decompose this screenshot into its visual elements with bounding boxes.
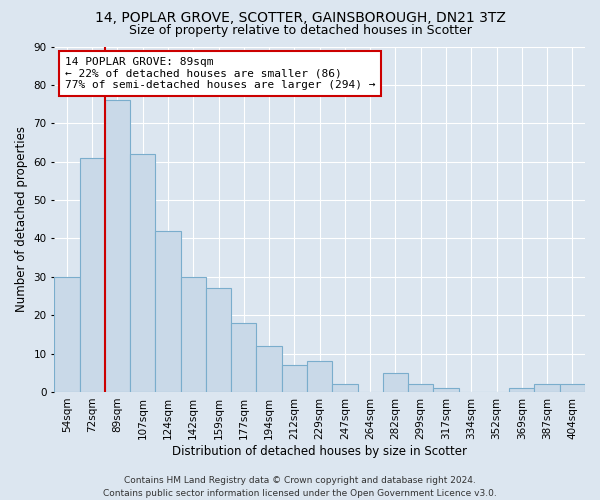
Y-axis label: Number of detached properties: Number of detached properties: [15, 126, 28, 312]
Text: 14, POPLAR GROVE, SCOTTER, GAINSBOROUGH, DN21 3TZ: 14, POPLAR GROVE, SCOTTER, GAINSBOROUGH,…: [95, 12, 505, 26]
Text: 14 POPLAR GROVE: 89sqm
← 22% of detached houses are smaller (86)
77% of semi-det: 14 POPLAR GROVE: 89sqm ← 22% of detached…: [65, 57, 376, 90]
Bar: [282, 365, 307, 392]
Bar: [55, 277, 80, 392]
Bar: [80, 158, 105, 392]
Bar: [231, 323, 256, 392]
Bar: [433, 388, 458, 392]
Bar: [256, 346, 282, 392]
Text: Contains HM Land Registry data © Crown copyright and database right 2024.
Contai: Contains HM Land Registry data © Crown c…: [103, 476, 497, 498]
Bar: [383, 373, 408, 392]
Text: Size of property relative to detached houses in Scotter: Size of property relative to detached ho…: [128, 24, 472, 37]
Bar: [181, 277, 206, 392]
Bar: [105, 100, 130, 392]
Bar: [535, 384, 560, 392]
Bar: [332, 384, 358, 392]
Bar: [130, 154, 155, 392]
Bar: [206, 288, 231, 392]
X-axis label: Distribution of detached houses by size in Scotter: Distribution of detached houses by size …: [172, 444, 467, 458]
Bar: [155, 230, 181, 392]
Bar: [560, 384, 585, 392]
Bar: [509, 388, 535, 392]
Bar: [408, 384, 433, 392]
Bar: [307, 362, 332, 392]
